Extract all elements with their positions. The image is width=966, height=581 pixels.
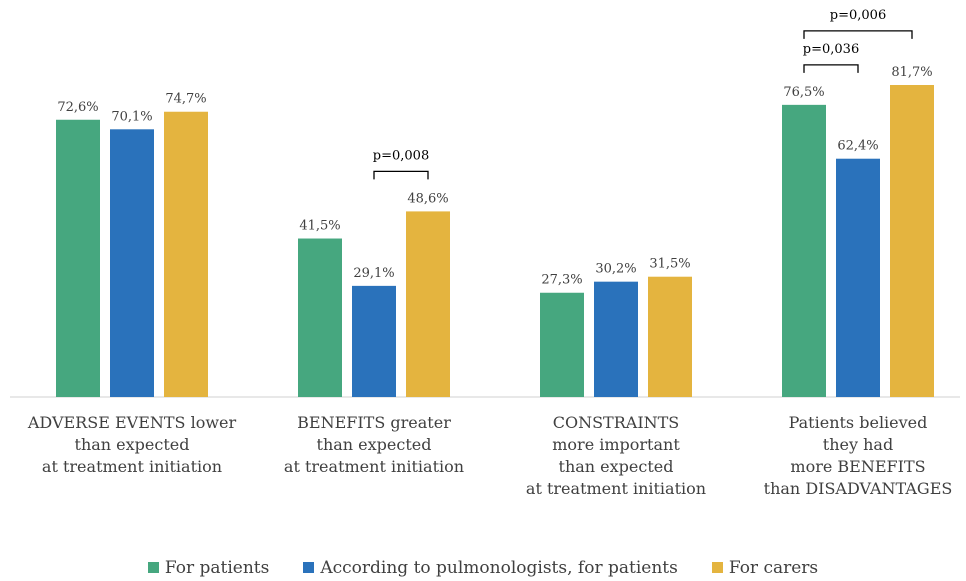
legend-label: According to pulmonologists, for patient…: [320, 558, 678, 578]
bar: [836, 158, 880, 397]
x-tick-label: ADVERSE EVENTS lower than expected at tr…: [27, 413, 237, 476]
data-label: 31,5%: [649, 257, 690, 272]
annotation: p=0,008: [373, 148, 429, 163]
bar: [890, 85, 934, 397]
bar: [56, 119, 100, 398]
data-label: 41,5%: [299, 219, 340, 234]
bar: [164, 111, 208, 398]
bar: [594, 281, 638, 397]
x-tick-label: CONSTRAINTS more important than expected…: [525, 413, 707, 498]
data-label: 29,1%: [353, 266, 394, 281]
legend-swatch: [711, 562, 723, 573]
data-label: 48,6%: [407, 191, 448, 206]
legend-item: For carers: [711, 558, 819, 578]
chart: 72,6% 70,1% 74,7% 41,5% 29,1% 48,6% 27,3% 30,2%…: [10, 8, 960, 398]
data-label: 27,3%: [541, 273, 582, 288]
legend-item: According to pulmonologists, for patient…: [303, 558, 678, 578]
data-label: 30,2%: [595, 262, 636, 277]
bracket: [803, 30, 913, 39]
bar: [110, 129, 154, 398]
bracket: [373, 170, 429, 180]
data-label: 81,7%: [891, 65, 932, 80]
x-tick-label: BENEFITS greater than expected at treatm…: [283, 413, 465, 476]
data-label: 76,5%: [783, 85, 824, 100]
data-label: 74,7%: [165, 92, 206, 107]
x-tick-label: Patients believed they had more BENEFITS…: [763, 413, 953, 498]
legend-swatch: [147, 562, 159, 573]
data-label: 70,1%: [111, 109, 152, 124]
annotation: p=0,036: [803, 42, 859, 57]
bar: [352, 285, 396, 397]
bar: [648, 276, 692, 397]
bar: [298, 238, 342, 397]
bar: [782, 104, 826, 397]
bar: [406, 211, 450, 397]
legend: For patients According to pulmonologists,…: [0, 558, 966, 578]
legend-item: For patients: [147, 558, 270, 578]
legend-label: For patients: [164, 558, 270, 578]
annotation: p=0,006: [830, 8, 886, 23]
bar: [540, 292, 584, 397]
bracket: [803, 64, 859, 73]
legend-swatch: [303, 562, 315, 573]
data-label: 62,4%: [837, 139, 878, 154]
legend-label: For carers: [728, 558, 819, 578]
data-label: 72,6%: [57, 100, 98, 115]
